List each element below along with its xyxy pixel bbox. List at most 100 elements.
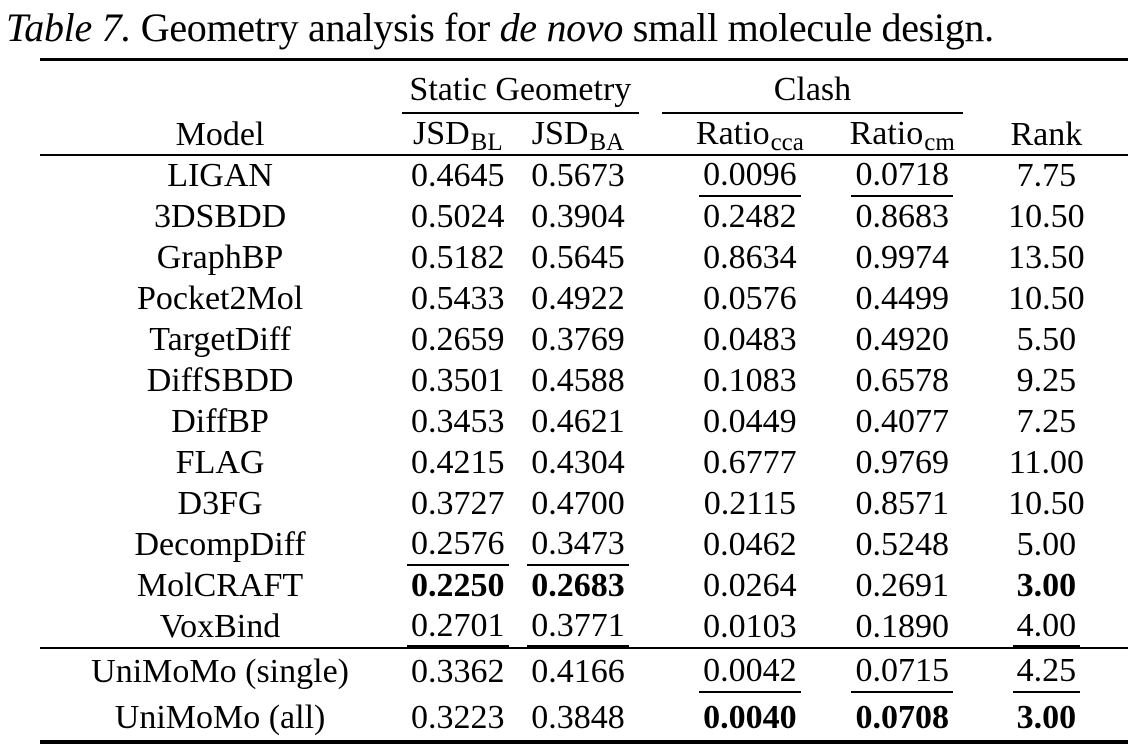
table-row: FLAG 0.4215 0.4304 0.6777 0.9769 11.00 xyxy=(40,443,1128,484)
cell-value: 0.3727 xyxy=(400,484,515,525)
best-value: 0.0040 xyxy=(703,698,797,736)
column-spacer xyxy=(641,443,661,484)
value: 0.3362 xyxy=(411,653,505,691)
cell-value: 4.25 xyxy=(965,648,1128,695)
value: 0.3501 xyxy=(411,362,505,400)
cell-value: 7.75 xyxy=(965,155,1128,197)
cell-value: 10.50 xyxy=(965,484,1128,525)
value: 10.50 xyxy=(1008,198,1085,236)
column-spacer xyxy=(641,695,661,742)
value: 11.00 xyxy=(1008,444,1084,482)
value: 0.3848 xyxy=(531,698,625,736)
value: 0.5248 xyxy=(855,526,949,564)
column-header-rank: Rank xyxy=(964,59,1128,156)
cell-value: 0.0264 xyxy=(660,566,840,607)
value: 9.25 xyxy=(1016,362,1077,400)
table-row: DecompDiff 0.2576 0.3473 0.0462 0.5248 5.00 xyxy=(40,525,1128,566)
table-row: UniMoMo (all) 0.3223 0.3848 0.0040 0.0708 3.0… xyxy=(40,695,1128,742)
value: 0.0462 xyxy=(703,526,797,564)
cell-value: 0.4621 xyxy=(515,402,640,443)
second-best-value: 0.0042 xyxy=(699,653,801,693)
second-best-value: 0.3771 xyxy=(527,607,629,648)
value: 5.50 xyxy=(1016,321,1077,359)
cell-value: 0.1083 xyxy=(660,361,840,402)
column-group-clash: Clash xyxy=(660,60,965,114)
cell-value: 3.00 xyxy=(965,695,1128,742)
cell-value: 9.25 xyxy=(965,361,1128,402)
cell-value: 0.2576 xyxy=(400,525,515,566)
column-header-ratio-cca: Ratiocca xyxy=(660,114,840,156)
cell-value: 0.3769 xyxy=(515,320,640,361)
value: 0.5645 xyxy=(531,239,625,277)
value: 0.8634 xyxy=(703,239,797,277)
cell-value: 0.0462 xyxy=(660,525,840,566)
column-header-ratio-cm: Ratiocm xyxy=(839,114,965,156)
value: 0.2115 xyxy=(703,485,797,523)
cell-value: 0.4700 xyxy=(515,484,640,525)
cell-value: 0.5433 xyxy=(400,279,515,320)
column-spacer xyxy=(640,606,661,650)
table-body: LIGAN 0.4645 0.5673 0.0096 0.0718 7.75 3DSBDD 0… xyxy=(40,155,1128,742)
column-spacer xyxy=(641,484,661,525)
value: 0.8571 xyxy=(855,485,949,523)
cell-value: 0.3904 xyxy=(515,197,640,238)
column-spacer xyxy=(641,361,661,402)
subheader-base: JSD xyxy=(531,115,589,152)
value: 0.2482 xyxy=(703,198,797,236)
cell-value: 3.00 xyxy=(965,566,1128,607)
subheader-subscript: cca xyxy=(770,129,804,156)
value: 0.4304 xyxy=(531,444,625,482)
table-row: GraphBP 0.5182 0.5645 0.8634 0.9974 13.50 xyxy=(40,238,1128,279)
column-header-model: Model xyxy=(40,59,401,156)
value: 7.25 xyxy=(1016,403,1077,441)
best-value: 0.0708 xyxy=(855,698,949,736)
cell-value: 13.50 xyxy=(965,238,1128,279)
table-row: UniMoMo (single) 0.3362 0.4166 0.0042 0.0715… xyxy=(40,648,1128,695)
table-row: MolCRAFT 0.2250 0.2683 0.0264 0.2691 3.00 xyxy=(40,566,1128,607)
cell-value: 0.2250 xyxy=(400,566,515,607)
cell-value: 0.0040 xyxy=(660,695,840,742)
value: 10.50 xyxy=(1008,280,1085,318)
cell-model-name: D3FG xyxy=(177,485,263,523)
column-group-static-geometry: Static Geometry xyxy=(400,60,640,114)
value: 0.6777 xyxy=(703,444,797,482)
cell-value: 0.2683 xyxy=(515,566,640,607)
best-value: 3.00 xyxy=(1016,698,1077,736)
cell-value: 0.9769 xyxy=(840,443,965,484)
value: 0.0449 xyxy=(703,403,797,441)
value: 0.3904 xyxy=(531,198,625,236)
value: 0.4645 xyxy=(411,157,505,195)
value: 10.50 xyxy=(1008,485,1085,523)
table-row: D3FG 0.3727 0.4700 0.2115 0.8571 10.50 xyxy=(40,484,1128,525)
value: 0.4920 xyxy=(855,321,949,359)
cell-value: 0.5645 xyxy=(515,238,640,279)
cell-model-name: DiffBP xyxy=(171,403,269,441)
cell-model-name: UniMoMo (all) xyxy=(114,698,326,736)
cell-value: 0.0576 xyxy=(660,279,840,320)
cell-model-name: GraphBP xyxy=(156,239,284,277)
value: 7.75 xyxy=(1016,157,1077,195)
value: 0.3727 xyxy=(411,485,505,523)
table-row: TargetDiff 0.2659 0.3769 0.0483 0.4920 5.50 xyxy=(40,320,1128,361)
cell-value: 0.8634 xyxy=(660,238,840,279)
caption-text-2: small molecule design. xyxy=(623,5,994,50)
cell-value: 0.3473 xyxy=(515,525,640,566)
table-row: DiffBP 0.3453 0.4621 0.0449 0.4077 7.25 xyxy=(40,402,1128,443)
second-best-value: 4.00 xyxy=(1012,607,1081,648)
cell-value: 0.3771 xyxy=(515,606,641,650)
value: 0.9769 xyxy=(855,444,949,482)
subheader-base: JSD xyxy=(412,115,470,152)
cell-value: 0.2701 xyxy=(400,606,516,650)
value: 0.5182 xyxy=(411,239,505,277)
column-spacer xyxy=(641,238,661,279)
value: 0.9974 xyxy=(855,239,949,277)
cell-value: 0.0708 xyxy=(840,695,965,742)
cell-model-name: VoxBind xyxy=(40,606,401,650)
value: 13.50 xyxy=(1008,239,1085,277)
cell-value: 0.4588 xyxy=(515,361,640,402)
subheader-subscript: BA xyxy=(589,129,625,156)
table-header: Model Static Geometry Clash Rank JSDBL J… xyxy=(40,59,1128,156)
table-caption: Table 7. Geometry analysis for de novo s… xyxy=(0,0,1146,54)
subheader-base: Ratio xyxy=(849,115,924,152)
